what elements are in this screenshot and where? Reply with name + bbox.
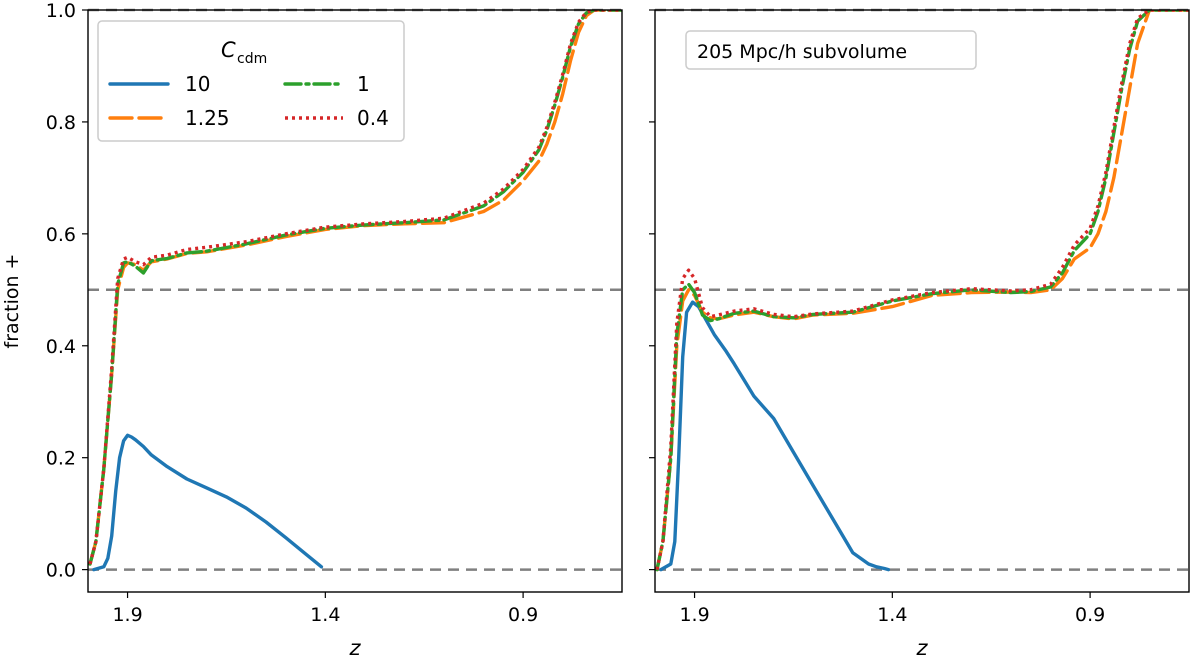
left-panel: 1.9 1.4 0.9 0.0 0.2 0.4 0.6 0.8 1.0 z fraction + C c… (1, 0, 623, 660)
axes-frame (87, 9, 623, 593)
x-axis-label: z (348, 636, 361, 660)
y-tick-label: 0.8 (46, 112, 76, 134)
x-tick-label: 0.9 (1075, 604, 1105, 626)
x-tick-label: 1.9 (679, 604, 709, 626)
legend-title-subscript: cdm (237, 51, 267, 67)
y-axis-label: fraction + (1, 254, 23, 349)
series-group (88, 10, 622, 572)
legend-label: 10 (185, 72, 210, 96)
legend-label: 1.25 (185, 106, 230, 130)
legend-title: C (221, 38, 236, 62)
series-group (655, 10, 1189, 572)
legend-label: 0.4 (357, 106, 389, 130)
series-line-1 (655, 10, 1189, 572)
legend-box (97, 20, 405, 142)
x-axis-label: z (915, 636, 928, 660)
x-tick-label: 0.9 (508, 604, 538, 626)
annotation-text: 205 Mpc/h subvolume (697, 41, 907, 63)
x-tick-label: 1.9 (112, 604, 142, 626)
legend-label: 1 (357, 72, 370, 96)
y-tick-label: 0.4 (46, 336, 76, 358)
annotation-box (685, 30, 977, 70)
y-tick-label: 0.0 (46, 560, 76, 582)
series-line-10 (659, 300, 891, 572)
axes-frame (654, 9, 1190, 593)
y-tick-label: 0.2 (46, 448, 76, 470)
y-tick-label: 0.6 (46, 224, 76, 246)
right-panel: 1.9 1.4 0.9 z 205 Mpc/h subvolume (649, 8, 1190, 660)
x-tick-label: 1.4 (877, 604, 907, 626)
series-line-0-4 (655, 10, 1189, 570)
x-tick-label: 1.4 (310, 604, 340, 626)
series-line-10 (92, 433, 324, 572)
series-line-0-4 (88, 10, 622, 565)
y-tick-label: 1.0 (46, 0, 76, 22)
series-line-1-25 (655, 10, 1189, 572)
